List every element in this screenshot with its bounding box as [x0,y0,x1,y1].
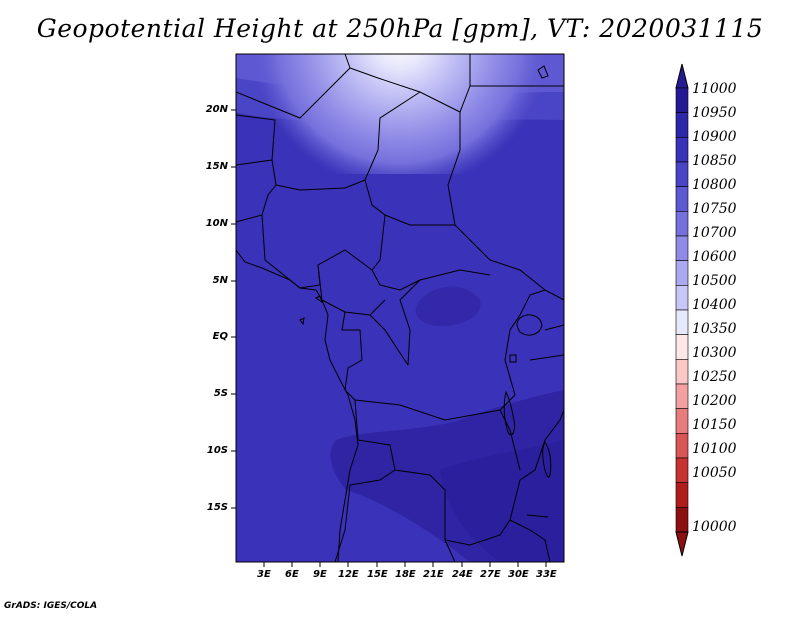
colorbar-cell [675,260,689,286]
lon-label-12e: 12E [338,569,359,580]
field-patch-central [415,286,481,327]
colorbar-label: 10250 [692,369,737,385]
colorbar-label: 10900 [692,129,737,145]
country-borders [236,54,564,562]
colorbar-cell [675,383,689,409]
lon-label-3e: 3E [257,569,271,580]
colorbar-cell [675,112,689,138]
colorbar-label: 10850 [692,153,737,169]
credit-text: GrADS: IGES/COLA [4,601,98,611]
colorbar-label: 10050 [692,465,737,481]
colorbar-cell [675,87,689,113]
colorbar-label: 10600 [692,249,737,265]
colorbar-label: 10000 [692,519,737,535]
colorbar-cell [675,457,689,483]
lat-label-10s: 10S [206,445,228,456]
colorbar-cell [675,507,689,533]
colorbar-cell [675,334,689,360]
height-field [236,54,564,562]
lat-label-15s: 15S [206,502,228,513]
colorbar-cell [675,235,689,261]
lon-label-9e: 9E [313,569,327,580]
colorbar-cell [675,211,689,237]
lat-label-5n: 5N [212,275,228,286]
lon-label-24e: 24E [452,569,473,580]
colorbar-label: 10100 [692,441,737,457]
lat-label-eq: EQ [212,331,228,342]
colorbar-cell [675,186,689,212]
lon-label-18e: 18E [395,569,416,580]
colorbar-label: 10800 [692,177,737,193]
axis-ticks [231,109,547,567]
lat-label-5s: 5S [213,388,228,399]
colorbar-cell [675,433,689,459]
colorbar-arrow-bottom [675,531,689,557]
colorbar-cell [675,137,689,163]
colorbar-arrow-top [675,63,689,89]
colorbar-label: 10350 [692,321,737,337]
lon-label-21e: 21E [423,569,444,580]
colorbar-cell [675,408,689,434]
colorbar-cell [675,309,689,335]
lat-label-20n: 20N [205,104,228,115]
colorbar-cell [675,285,689,311]
colorbar-cell [675,161,689,187]
lon-label-30e: 30E [508,569,529,580]
colorbar-label: 10400 [692,297,737,313]
coastline [236,65,549,562]
lakes [503,314,552,478]
colorbar-label: 10500 [692,273,737,289]
lon-label-27e: 27E [480,569,501,580]
lon-label-33e: 33E [536,569,557,580]
lat-label-10n: 10N [205,218,228,229]
colorbar-label: 10200 [692,393,737,409]
lat-label-15n: 15N [205,161,228,172]
colorbar-label: 10700 [692,225,737,241]
colorbar-label: 10950 [692,105,737,121]
map-frame [235,53,565,563]
chart-title: Geopotential Height at 250hPa [gpm], VT:… [36,14,764,43]
lon-label-6e: 6E [285,569,299,580]
colorbar-cell [675,482,689,508]
lon-label-15e: 15E [367,569,388,580]
colorbar-label: 10750 [692,201,737,217]
colorbar [675,63,689,557]
colorbar-label: 11000 [692,81,737,97]
colorbar-label: 10150 [692,417,737,433]
colorbar-cell [675,359,689,385]
field-ridge [236,54,564,174]
colorbar-label: 10300 [692,345,737,361]
